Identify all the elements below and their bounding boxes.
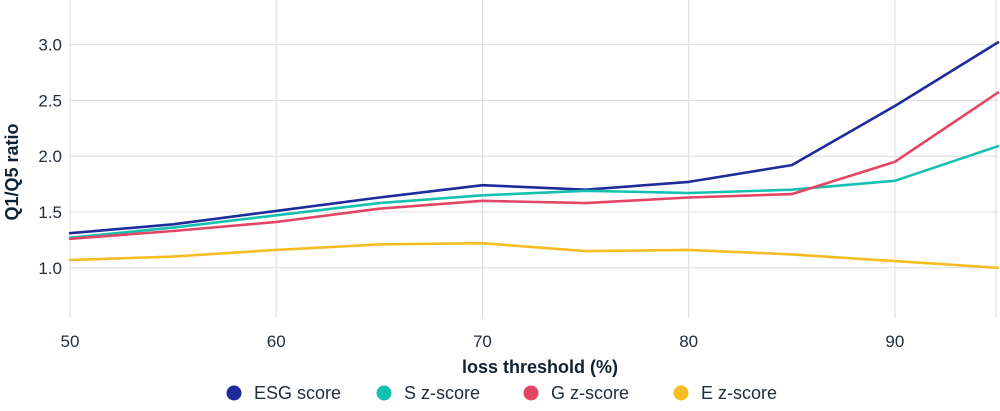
- y-tick-label: 3.0: [38, 36, 62, 55]
- y-tick-label: 1.0: [38, 259, 62, 278]
- y-tick-label: 1.5: [38, 203, 62, 222]
- legend-label: ESG score: [254, 383, 341, 403]
- y-axis-title: Q1/Q5 ratio: [2, 123, 22, 220]
- x-tick-label: 80: [679, 332, 698, 351]
- x-axis-title: loss threshold (%): [462, 357, 618, 377]
- legend-label: G z-score: [551, 383, 629, 403]
- legend-marker: [376, 385, 392, 401]
- series-line-esg-score: [68, 41, 1000, 235]
- grid: [69, 0, 998, 318]
- legend-label: S z-score: [404, 383, 480, 403]
- x-tick-label: 50: [61, 332, 80, 351]
- series-line-g-z-score: [68, 91, 1000, 241]
- y-axis-ticks: 1.0 1.5 2.0 2.5 3.0: [38, 36, 62, 278]
- legend-item-g-z-score: G z-score: [523, 383, 629, 403]
- legend-marker: [226, 385, 242, 401]
- x-tick-label: 60: [267, 332, 286, 351]
- legend-item-s-z-score: S z-score: [376, 383, 480, 403]
- legend-item-esg-score: ESG score: [226, 383, 341, 403]
- legend-marker: [523, 385, 539, 401]
- legend: ESG score S z-score G z-score E z-score: [226, 383, 777, 403]
- y-tick-label: 2.0: [38, 147, 62, 166]
- legend-label: E z-score: [701, 383, 777, 403]
- legend-marker: [673, 385, 689, 401]
- x-tick-label: 90: [885, 332, 904, 351]
- series-line-e-z-score: [68, 241, 1000, 270]
- legend-item-e-z-score: E z-score: [673, 383, 777, 403]
- series-lines: [68, 41, 1000, 270]
- y-tick-label: 2.5: [38, 91, 62, 110]
- x-tick-label: 70: [473, 332, 492, 351]
- series-line-s-z-score: [68, 144, 1000, 239]
- x-axis-ticks: 50 60 70 80 90: [61, 332, 905, 351]
